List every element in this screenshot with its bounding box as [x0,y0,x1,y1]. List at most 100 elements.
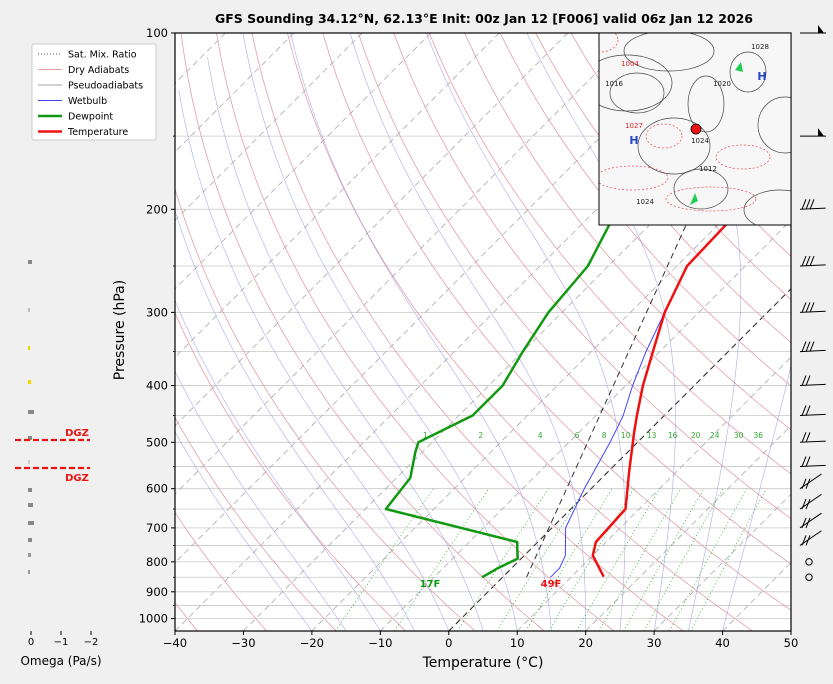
wind-barb [799,341,826,353]
moist-adiabat-line [175,299,381,631]
wind-barb [799,302,826,313]
map-contour [599,33,619,53]
mixing-ratio-label: 2 [478,431,483,440]
map-contour [623,33,715,72]
barb-flag [805,535,811,546]
barb-flag [805,341,811,352]
map-high-label: H [757,70,766,83]
map-isobar-label: 1004 [621,60,639,68]
map-contour [673,168,729,210]
mixing-ratio-line [496,488,586,631]
wind-barb [799,432,826,443]
mixing-ratio-line [643,488,724,631]
barb-staff [799,383,826,387]
mixing-ratio-line [393,488,490,631]
background-lines: 1 2 4 6 8 10 13 16 20 24 30 36 [175,33,791,631]
x-tick-label: 40 [715,636,730,650]
map-contour [729,51,767,93]
omega-bar [28,503,33,507]
map-precip-area [735,62,743,72]
barb-staff [799,530,822,546]
barb-staff [799,473,822,490]
wind-barb [805,573,813,581]
dry-adiabat-line [499,33,791,387]
isotherm-line [175,33,500,358]
barb-flag [805,199,811,210]
barb-flag [801,432,807,443]
mixing-ratio-line [457,488,549,631]
dgz-label-top: DGZ [65,428,89,439]
omega-tick-0: 0 [28,637,34,648]
dry-adiabat-line [428,33,791,475]
mixing-ratio-label: 30 [734,431,744,440]
mixing-ratio-label: 16 [668,431,678,440]
barb-flag [805,478,811,489]
isotherm-line [175,33,432,290]
isotherm-line [585,425,791,631]
isotherm-line [653,493,791,631]
omega-bar [28,436,32,440]
y-tick-label: 500 [146,435,168,449]
x-tick-label: −30 [231,636,255,650]
map-isobar-label: 1024 [636,198,654,206]
wind-barb [800,25,826,34]
moist-adiabat-line [175,431,313,631]
map-contour [757,96,791,154]
isotherm-line [175,33,295,153]
y-tick-label: 400 [146,379,168,393]
barb-flag [805,432,811,443]
map-precip-area [690,193,698,205]
moist-adiabat-line [349,33,586,631]
y-axis-label: Pressure (hPa) [112,280,128,380]
moist-adiabat-line [175,370,347,631]
omega-bar [28,410,34,414]
barb-flag [809,255,815,267]
dry-adiabat-line [175,511,268,631]
map-isobar-label: 1020 [713,80,731,88]
dewpoint-profile [384,33,761,579]
calm-wind-circle [805,558,813,566]
barb-flag [805,302,811,313]
legend-label: Wetbulb [68,96,107,107]
wind-barb [799,530,822,546]
moist-adiabat-line [660,33,742,631]
mixing-ratio-label: 36 [754,431,764,440]
wind-barb [799,255,826,267]
barb-staff [799,413,826,417]
barb-flag [801,255,807,267]
mixing-ratio-label: 20 [691,431,701,440]
dry-adiabat-line [175,416,337,631]
mixing-ratio-label: 13 [647,431,657,440]
barb-flag [801,478,807,489]
barb-flag [809,302,815,313]
x-tick-label: 20 [578,636,593,650]
dry-adiabat-line [570,33,791,301]
mixing-ratio-line [525,488,613,631]
isotherm-line [175,33,363,221]
map-isobar-label: 1016 [605,80,623,88]
barb-staff [799,464,826,468]
barb-flag [801,375,807,386]
x-tick-label: −10 [368,636,392,650]
map-isobar-label: 1024 [691,137,709,145]
map-contour [599,165,669,191]
x-axis: −40 −30 −20 −10 0 10 20 30 40 50 [163,631,798,650]
x-tick-label: 10 [510,636,525,650]
x-tick-label: −20 [300,636,324,650]
map-isobar-label: 1028 [751,43,769,51]
barb-flag [801,535,807,546]
barb-staff [799,207,826,210]
wind-barb [799,473,822,490]
map-contour [665,186,757,212]
dry-adiabat-line [535,33,791,344]
mixing-ratio-line [623,488,705,631]
wind-barb [799,493,822,510]
map-contour [599,54,673,112]
x-tick-label: 0 [445,636,452,650]
wind-barb [800,128,826,137]
wind-barb [799,456,826,468]
wind-barb [799,405,826,417]
omega-bar [28,260,32,264]
legend-label: Temperature [67,127,128,138]
chart-title: GFS Sounding 34.12°N, 62.13°E Init: 00z … [215,11,753,26]
